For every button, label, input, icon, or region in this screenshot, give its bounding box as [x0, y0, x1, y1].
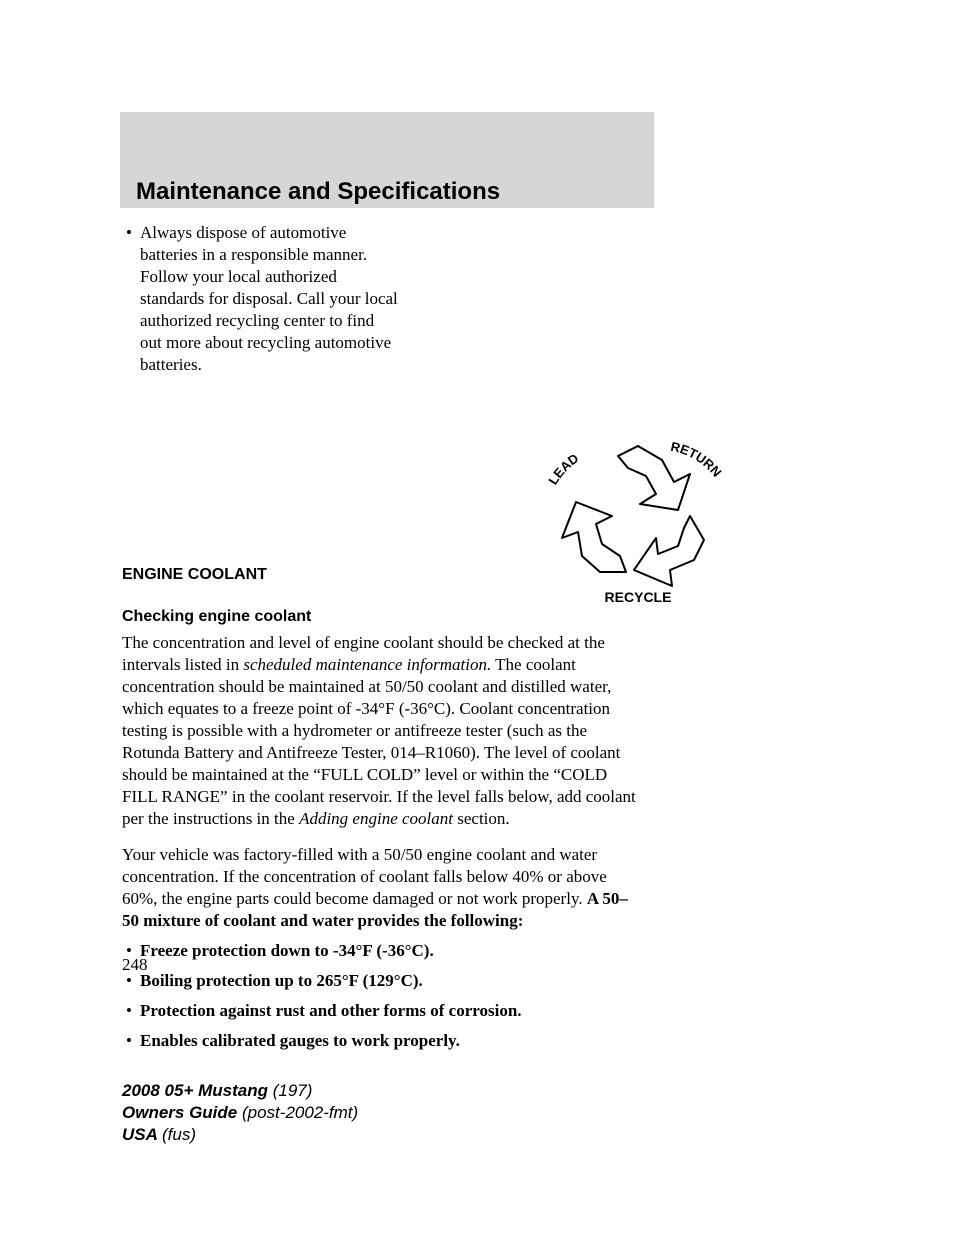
footer-line-2: Owners Guide (post-2002-fmt): [122, 1102, 358, 1124]
recycle-label-return: RETURN: [669, 439, 724, 480]
footer-region: USA: [122, 1125, 162, 1144]
bullet-dot-icon: •: [122, 222, 140, 244]
list-item: • Protection against rust and other form…: [122, 1000, 642, 1022]
bullet-dot-icon: •: [122, 1030, 140, 1052]
para2-pre: Your vehicle was factory-filled with a 5…: [122, 845, 607, 908]
battery-disposal-bullet: • Always dispose of automotive batteries…: [122, 222, 642, 376]
footer-model-code: (197): [273, 1081, 313, 1100]
list-item: • Enables calibrated gauges to work prop…: [122, 1030, 642, 1052]
footer-line-3: USA (fus): [122, 1124, 358, 1146]
recycle-arrows-icon: [562, 446, 704, 586]
checking-coolant-heading: Checking engine coolant: [122, 608, 642, 626]
footer-model: 2008 05+ Mustang: [122, 1081, 273, 1100]
benefit-text: Boiling protection up to 265°F (129°C).: [140, 970, 423, 992]
recycle-icon: LEAD RETURN RECYCLE: [522, 438, 754, 606]
footer-guide: Owners Guide: [122, 1103, 242, 1122]
page-number: 248: [122, 955, 148, 975]
bullet-dot-icon: •: [122, 1000, 140, 1022]
benefit-text: Enables calibrated gauges to work proper…: [140, 1030, 460, 1052]
coolant-para-1: The concentration and level of engine co…: [122, 632, 642, 830]
list-item: • Boiling protection up to 265°F (129°C)…: [122, 970, 642, 992]
page: Maintenance and Specifications • Always …: [0, 0, 954, 1235]
benefits-list: • Freeze protection down to -34°F (-36°C…: [122, 940, 642, 1052]
recycle-label-bottom: RECYCLE: [605, 589, 672, 605]
para1-tail: section.: [453, 809, 510, 828]
recycle-label-lead: LEAD: [545, 451, 581, 488]
content-area: • Always dispose of automotive batteries…: [122, 220, 642, 1052]
benefit-text: Freeze protection down to -34°F (-36°C).: [140, 940, 434, 962]
footer-block: 2008 05+ Mustang (197) Owners Guide (pos…: [122, 1080, 358, 1146]
footer-guide-fmt: (post-2002-fmt): [242, 1103, 358, 1122]
benefit-text: Protection against rust and other forms …: [140, 1000, 522, 1022]
para1-post: The coolant concentration should be main…: [122, 655, 636, 828]
para1-em2: Adding engine coolant: [299, 809, 453, 828]
coolant-para-2: Your vehicle was factory-filled with a 5…: [122, 844, 642, 932]
footer-line-1: 2008 05+ Mustang (197): [122, 1080, 358, 1102]
para1-em: scheduled maintenance information.: [243, 655, 491, 674]
footer-region-code: (fus): [162, 1125, 196, 1144]
battery-disposal-text: Always dispose of automotive batteries i…: [140, 222, 400, 376]
page-title: Maintenance and Specifications: [136, 178, 500, 206]
list-item: • Freeze protection down to -34°F (-36°C…: [122, 940, 642, 962]
